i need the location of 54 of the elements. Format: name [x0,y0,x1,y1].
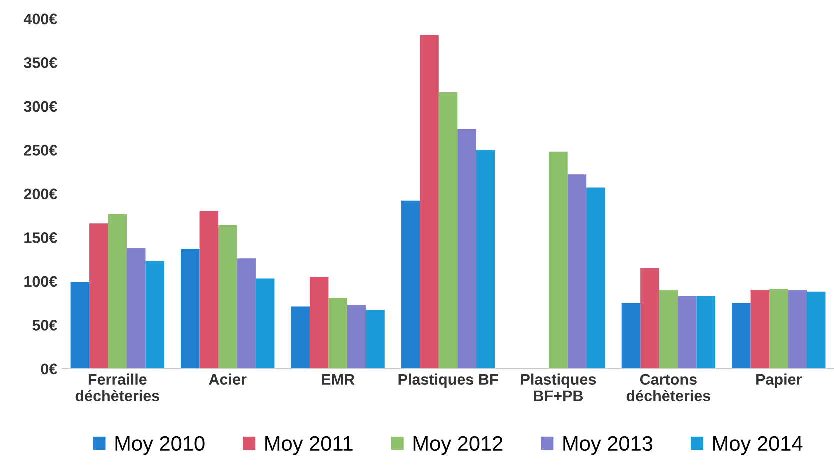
y-tick-label: 150€ [24,232,58,244]
y-tick-label: 400€ [24,14,58,25]
bar [366,310,385,369]
bar [90,224,108,369]
bar [732,303,751,369]
x-tick-label: Cartons déchèteries [626,374,711,402]
y-tick-label: 300€ [24,101,58,112]
legend-label: Moy 2010 [116,436,205,456]
x-tick-label: EMR [322,374,355,385]
bar [438,92,458,369]
bar [328,298,348,369]
bar [237,258,256,369]
bar [788,290,807,369]
legend-label: Moy 2013 [564,436,653,456]
bar [181,249,200,369]
bar [458,129,476,369]
bar [770,289,788,369]
bar [696,296,716,369]
y-tick-label: 200€ [24,188,58,200]
y-tick-label: 100€ [24,276,58,288]
x-tick-label: Plastiques BF+PB [521,374,596,402]
bar [549,152,568,369]
bar [70,282,90,369]
bar [420,36,439,369]
bar [310,277,329,369]
x-tick-label: Ferraille déchèteries [76,374,160,402]
x-tick-label: Plastiques BF [398,374,498,388]
bar [807,292,826,369]
bar [678,296,697,369]
legend-label: Moy 2012 [414,436,503,456]
bar [127,248,146,369]
legend-label: Moy 2011 [266,436,353,456]
bar [568,174,587,369]
y-tick-label: 0€ [41,364,58,375]
bar [218,225,238,369]
bar [256,278,275,369]
bar [622,303,641,369]
bar [200,211,218,369]
bar [146,261,164,369]
bar [586,188,606,369]
bar [476,150,496,369]
bar [640,268,660,369]
x-tick-label: Papier [756,374,802,388]
bar [108,214,128,369]
bar [291,306,310,369]
legend-label: Moy 2014 [714,436,803,456]
y-tick-label: 50€ [32,320,58,331]
bar [659,290,678,369]
bar [347,305,366,369]
bar [750,290,770,369]
y-tick-label: 250€ [24,145,58,156]
y-tick-label: 350€ [24,58,58,68]
x-tick-label: Acier [209,374,247,386]
bar [401,200,420,369]
